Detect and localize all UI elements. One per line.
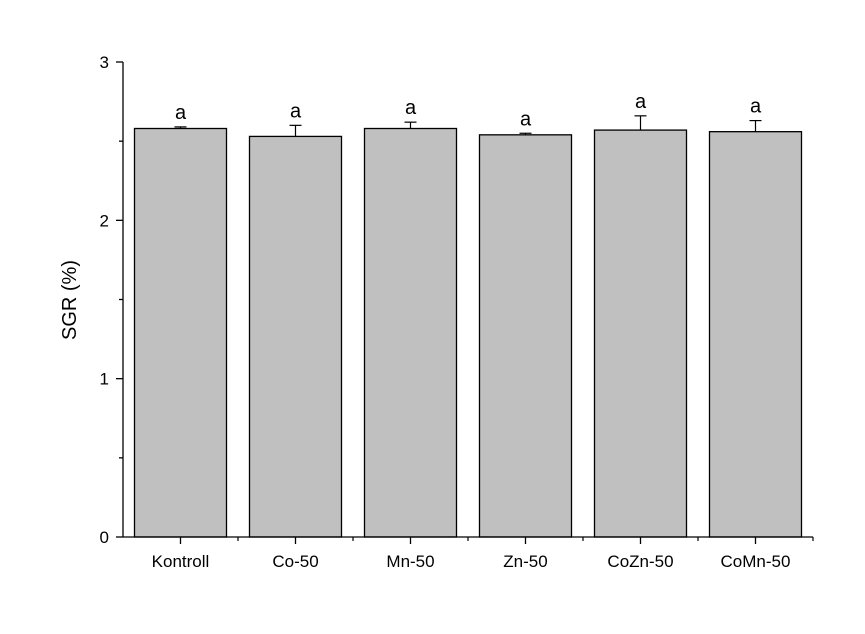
significance-letters-layer: a a aaa a [175,91,762,130]
y-axis-label: SGR (%) [59,260,81,340]
significance-letter: a [175,102,187,124]
bar-zn-50 [478,134,573,538]
x-tick-label: Mn-50 [386,552,434,571]
significance-letter: a [635,91,647,113]
error-bars-layer [174,115,762,137]
x-tick-label: Co-50 [272,552,318,571]
bar-kontroll [133,127,228,538]
y-tick-label: 3 [100,53,109,72]
y-tick-label: 2 [100,211,109,230]
significance-letter: a [290,100,302,122]
bars-layer [133,127,803,538]
y-tick-label: 0 [100,528,109,547]
significance-letter: a [520,108,532,130]
y-tick-label: 1 [100,370,109,389]
x-tick-label: Kontroll [152,552,210,571]
axes-layer: Kontroll Co-50 Mn-50 Zn-50 CoZn-50 CoMn-50 0 1 2… [100,53,814,571]
bar-comn-50 [708,131,803,538]
bar-co-50 [248,135,343,538]
significance-letter: a [750,96,762,118]
x-tick-label: CoZn-50 [607,552,673,571]
bar-mn-50 [363,127,458,538]
x-tick-label: Zn-50 [503,552,547,571]
x-tick-label: CoMn-50 [721,552,791,571]
bar-cozn-50 [593,129,688,538]
significance-letter: a [405,97,417,119]
